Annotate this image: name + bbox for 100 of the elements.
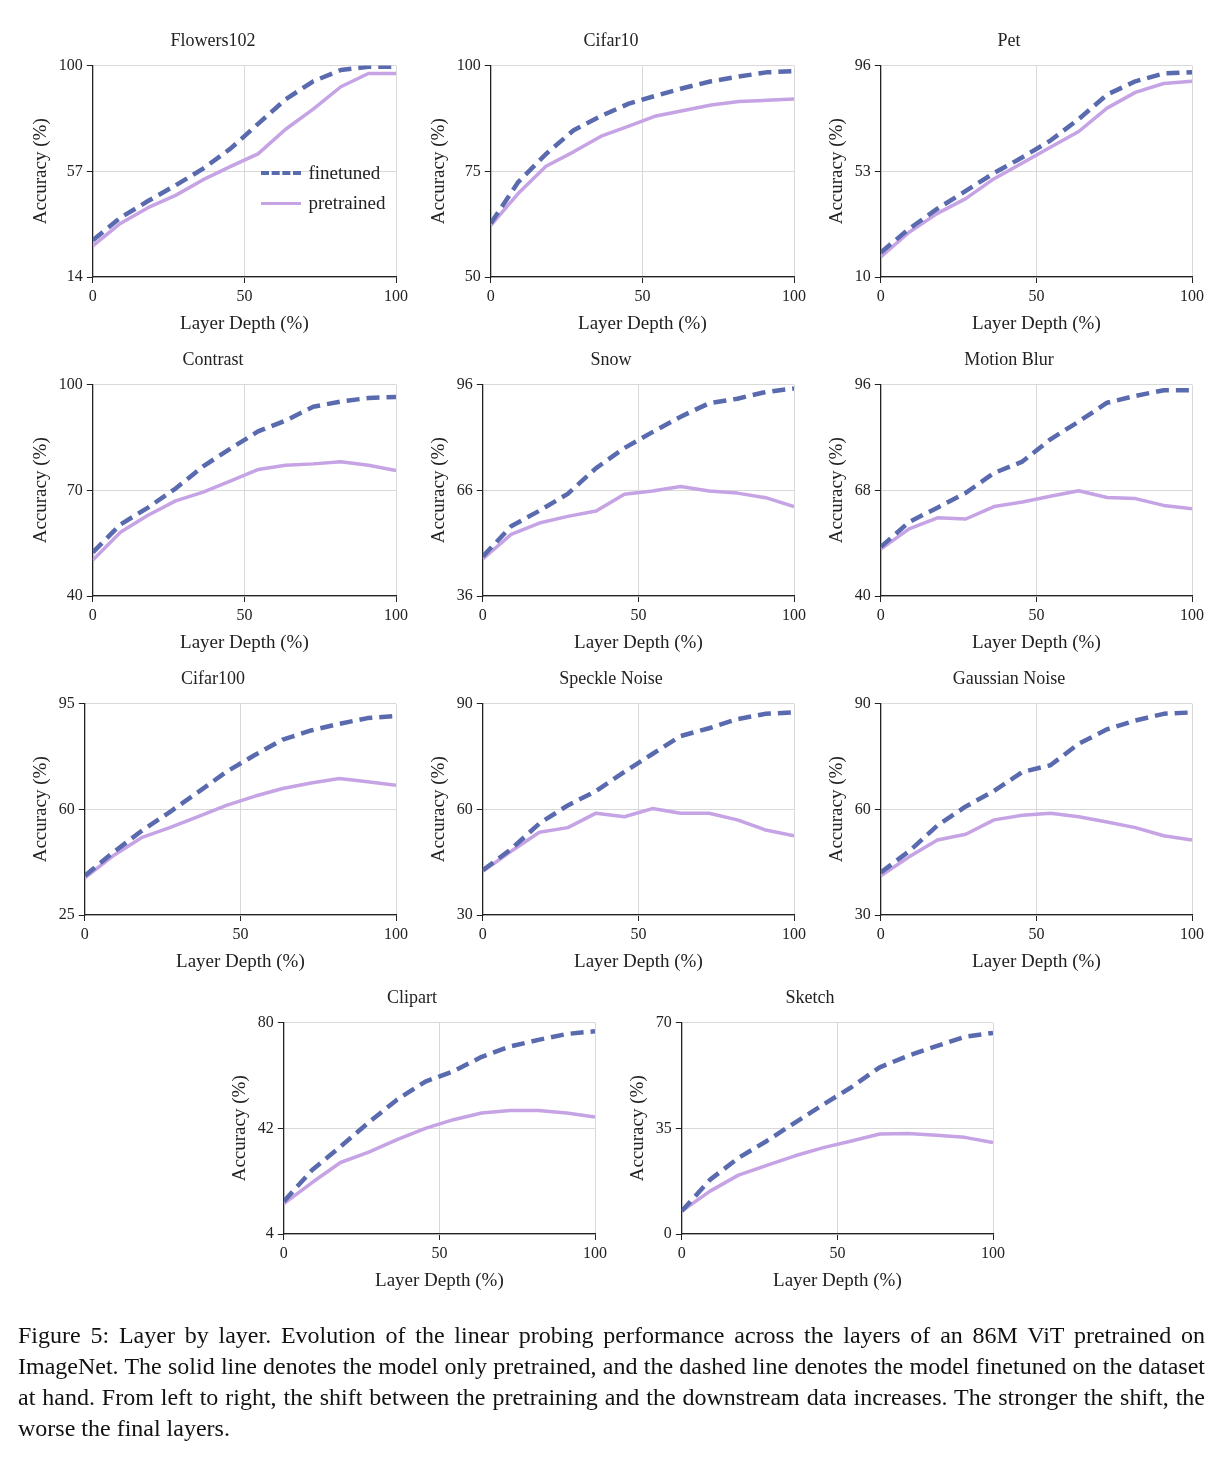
x-tick-label: 0 bbox=[876, 924, 885, 942]
y-tick-label: 40 bbox=[854, 586, 871, 604]
y-tick-label: 25 bbox=[58, 905, 75, 923]
y-tick-label: 70 bbox=[66, 480, 83, 498]
x-axis-title: Layer Depth (%) bbox=[971, 949, 1101, 972]
line-series bbox=[681, 1030, 993, 1214]
legend-label: finetuned bbox=[308, 162, 381, 185]
chart-title: Clipart bbox=[386, 986, 437, 1007]
x-tick-label: 100 bbox=[383, 924, 408, 942]
y-tick-label: 96 bbox=[854, 55, 871, 73]
x-tick-label: 0 bbox=[88, 286, 97, 304]
line-series bbox=[283, 1028, 595, 1204]
chart-title: Snow bbox=[589, 348, 632, 369]
y-tick-label: 60 bbox=[456, 799, 473, 817]
x-tick-label: 100 bbox=[383, 286, 408, 304]
chart-title: Flowers102 bbox=[170, 29, 255, 50]
chart-title: Sketch bbox=[785, 986, 834, 1007]
chart-title: Speckle Noise bbox=[558, 667, 663, 688]
x-tick-label: 0 bbox=[876, 605, 885, 623]
x-axis-title: Layer Depth (%) bbox=[971, 630, 1101, 653]
y-tick-label: 60 bbox=[854, 799, 871, 817]
x-tick-label: 50 bbox=[629, 924, 646, 942]
y-tick-label: 75 bbox=[464, 161, 481, 179]
x-axis-title: Layer Depth (%) bbox=[577, 311, 707, 334]
y-axis-title: Accuracy (%) bbox=[824, 118, 847, 225]
x-tick-label: 50 bbox=[235, 605, 252, 623]
y-tick-label: 80 bbox=[257, 1012, 274, 1030]
x-tick-label: 0 bbox=[279, 1243, 288, 1261]
y-tick-label: 14 bbox=[66, 267, 83, 285]
x-tick-label: 100 bbox=[980, 1243, 1005, 1261]
x-axis-title: Layer Depth (%) bbox=[179, 630, 309, 653]
y-axis-title: Accuracy (%) bbox=[426, 437, 449, 544]
chart-title: Cifar10 bbox=[583, 29, 638, 50]
y-tick-label: 90 bbox=[456, 693, 473, 711]
y-tick-label: 53 bbox=[854, 161, 871, 179]
y-tick-label: 40 bbox=[66, 586, 83, 604]
y-tick-label: 30 bbox=[456, 905, 473, 923]
y-tick-label: 66 bbox=[456, 480, 473, 498]
y-tick-label: 96 bbox=[456, 374, 473, 392]
x-tick-label: 0 bbox=[486, 286, 495, 304]
x-tick-label: 100 bbox=[781, 605, 806, 623]
line-series bbox=[92, 394, 396, 555]
y-tick-label: 42 bbox=[257, 1118, 274, 1136]
chart-title: Contrast bbox=[182, 348, 243, 369]
y-axis-title: Accuracy (%) bbox=[824, 756, 847, 863]
x-tick-label: 100 bbox=[781, 924, 806, 942]
x-tick-label: 50 bbox=[235, 286, 252, 304]
x-tick-label: 100 bbox=[1179, 605, 1204, 623]
y-tick-label: 4 bbox=[265, 1224, 274, 1242]
chart-title: Cifar100 bbox=[180, 667, 245, 688]
x-tick-label: 50 bbox=[629, 605, 646, 623]
x-axis-title: Layer Depth (%) bbox=[971, 311, 1101, 334]
x-axis-title: Layer Depth (%) bbox=[772, 1268, 902, 1291]
legend-label: pretrained bbox=[308, 192, 386, 215]
x-axis-title: Layer Depth (%) bbox=[179, 311, 309, 334]
x-tick-label: 50 bbox=[430, 1243, 447, 1261]
x-tick-label: 0 bbox=[876, 286, 885, 304]
x-tick-label: 100 bbox=[781, 286, 806, 304]
x-tick-label: 50 bbox=[231, 924, 248, 942]
x-tick-label: 50 bbox=[828, 1243, 845, 1261]
y-tick-label: 70 bbox=[655, 1012, 672, 1030]
caption: Figure 5: Layer by layer. Evolution of the linear probing performance across the layers of an 86M ViT pretrained on ImageNet. The solid line denotes the model only pretrained, and the dashed line denotes the model finetuned on the dataset at hand. From left to right, the shift between the pretraining and the downstream data increases. The stronger the shift, the worse the final layers. bbox=[18, 1321, 1205, 1443]
x-tick-label: 50 bbox=[1027, 605, 1044, 623]
y-tick-label: 60 bbox=[58, 799, 75, 817]
y-axis-title: Accuracy (%) bbox=[28, 756, 51, 863]
y-tick-label: 90 bbox=[854, 693, 871, 711]
x-tick-label: 50 bbox=[1027, 924, 1044, 942]
y-tick-label: 35 bbox=[655, 1118, 672, 1136]
chart-title: Pet bbox=[996, 29, 1021, 50]
y-axis-title: Accuracy (%) bbox=[625, 1075, 648, 1182]
chart-title: Motion Blur bbox=[963, 348, 1054, 369]
y-tick-label: 100 bbox=[58, 55, 83, 73]
y-tick-label: 96 bbox=[854, 374, 871, 392]
y-axis-title: Accuracy (%) bbox=[227, 1075, 250, 1182]
line-series bbox=[880, 388, 1192, 550]
y-tick-label: 95 bbox=[58, 693, 75, 711]
y-tick-label: 57 bbox=[66, 161, 83, 179]
y-tick-label: 30 bbox=[854, 905, 871, 923]
y-axis-title: Accuracy (%) bbox=[28, 437, 51, 544]
x-tick-label: 0 bbox=[88, 605, 97, 623]
y-axis-title: Accuracy (%) bbox=[426, 756, 449, 863]
x-tick-label: 100 bbox=[1179, 924, 1204, 942]
y-axis-title: Accuracy (%) bbox=[28, 118, 51, 225]
x-tick-label: 50 bbox=[1027, 286, 1044, 304]
x-axis-title: Layer Depth (%) bbox=[573, 630, 703, 653]
x-tick-label: 0 bbox=[677, 1243, 686, 1261]
x-tick-label: 50 bbox=[633, 286, 650, 304]
x-tick-label: 100 bbox=[1179, 286, 1204, 304]
y-tick-label: 0 bbox=[663, 1224, 672, 1242]
y-tick-label: 100 bbox=[456, 55, 481, 73]
x-axis-title: Layer Depth (%) bbox=[573, 949, 703, 972]
line-series bbox=[482, 710, 794, 873]
y-tick-label: 10 bbox=[854, 267, 871, 285]
y-axis-title: Accuracy (%) bbox=[426, 118, 449, 225]
y-tick-label: 68 bbox=[854, 480, 871, 498]
x-axis-title: Layer Depth (%) bbox=[374, 1268, 504, 1291]
y-axis-title: Accuracy (%) bbox=[824, 437, 847, 544]
x-axis-title: Layer Depth (%) bbox=[175, 949, 305, 972]
y-tick-label: 36 bbox=[456, 586, 473, 604]
y-tick-label: 50 bbox=[464, 267, 481, 285]
